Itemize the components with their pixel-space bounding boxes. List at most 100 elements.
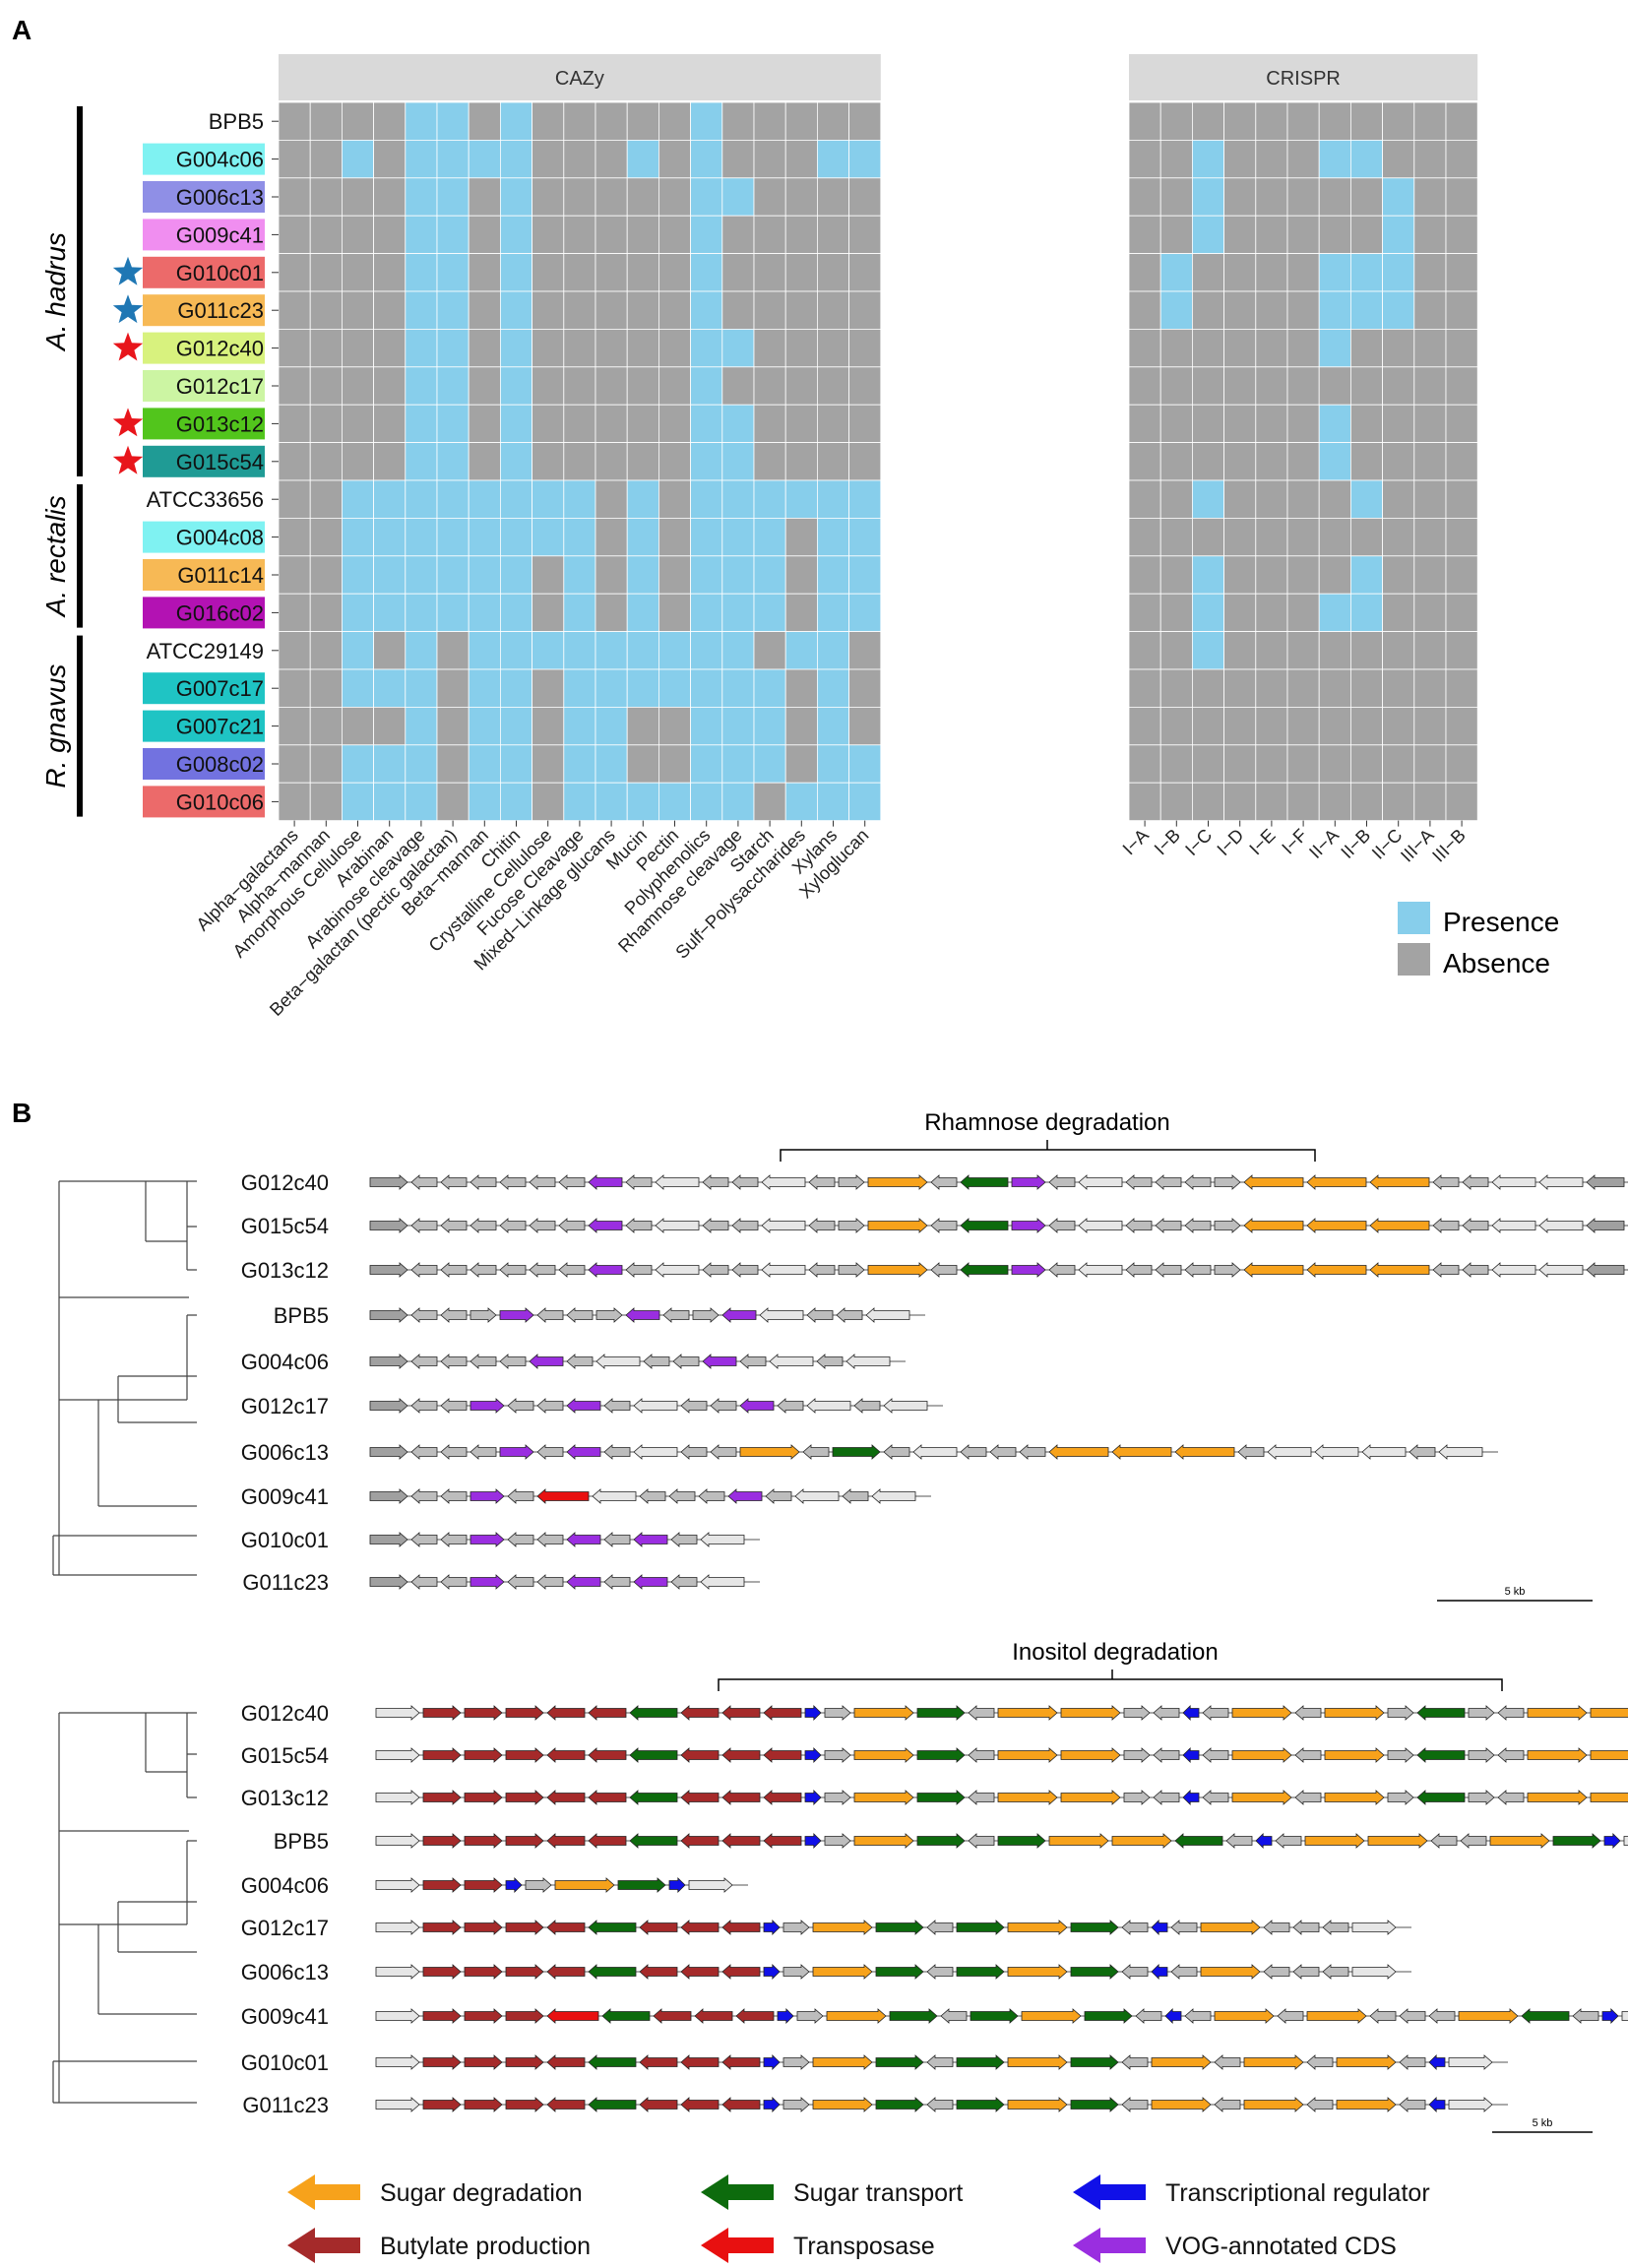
cazy-cell [563, 328, 596, 368]
gene-arrow [783, 2097, 810, 2112]
gene-arrow [422, 1920, 462, 1935]
strain-label: G015c54 [241, 1743, 329, 1768]
gene-arrow [1070, 1964, 1119, 1980]
gene-arrow [1324, 1790, 1385, 1805]
cazy-cell [595, 442, 628, 481]
strain-label: G004c06 [241, 1873, 329, 1898]
crispr-cell [1318, 593, 1351, 633]
strain-label: G012c40 [241, 1701, 329, 1726]
cazy-cell [341, 290, 374, 330]
gene-arrow [629, 1833, 678, 1849]
cazy-cell [468, 328, 501, 368]
crispr-cell [1128, 101, 1161, 141]
cazy-cell [405, 744, 438, 784]
gene-arrow [1586, 1174, 1625, 1190]
gene-arrow [727, 1488, 763, 1504]
cazy-cell [690, 139, 723, 179]
gene-arrow [1292, 1920, 1320, 1935]
gene-arrow [566, 1398, 601, 1414]
strain-label: G009c41 [241, 1484, 329, 1509]
row-label: G004c08 [176, 526, 264, 550]
gene-arrow [1060, 1747, 1121, 1763]
cazy-cell [468, 555, 501, 595]
crispr-cell [1192, 479, 1225, 519]
cazy-cell [532, 101, 565, 141]
crispr-cell [1255, 328, 1288, 368]
crispr-cell [1192, 328, 1225, 368]
cazy-cell [499, 707, 532, 746]
gene-arrow [824, 1747, 851, 1763]
gene-arrow [554, 1877, 615, 1893]
crispr-cell [1413, 442, 1447, 481]
gene-arrow [680, 1833, 720, 1849]
crispr-cell [1413, 631, 1447, 670]
gene-arrow [1174, 1444, 1235, 1460]
gene-arrow [1336, 2097, 1397, 2112]
cazy-cell [690, 215, 723, 254]
cazy-cell [563, 668, 596, 708]
gene-arrow [464, 1747, 503, 1763]
crispr-cell [1318, 290, 1351, 330]
cazy-cell [499, 253, 532, 292]
crispr-cell [1192, 555, 1225, 595]
cazy-cell [405, 139, 438, 179]
gene-arrow [1153, 1747, 1180, 1763]
crispr-cell [1223, 442, 1257, 481]
cazy-cell [405, 366, 438, 406]
cazy-cell [499, 442, 532, 481]
gene-arrow [1243, 2054, 1304, 2070]
gene-arrow [1121, 1964, 1149, 1980]
cazy-cell [309, 782, 343, 822]
gene-arrow [1552, 1833, 1601, 1849]
cazy-cell [341, 707, 374, 746]
gene-arrow [440, 1218, 468, 1233]
cazy-cell [753, 177, 786, 217]
gene-arrow [710, 1398, 737, 1414]
cazy-cell [278, 442, 311, 481]
gene-arrow [625, 1174, 653, 1190]
gene-arrow [410, 1488, 438, 1504]
gene-arrow [1084, 2008, 1133, 2024]
crispr-cell [1350, 707, 1384, 746]
gene-arrow [369, 1574, 408, 1590]
gene-arrow [1231, 1790, 1292, 1805]
crispr-cell [1350, 744, 1384, 784]
row-label-box [143, 143, 265, 175]
crispr-cell [1350, 518, 1384, 557]
gene-arrow [410, 1262, 438, 1278]
gene-arrow [1428, 2008, 1456, 2024]
cazy-cell [341, 177, 374, 217]
cazy-cell [309, 215, 343, 254]
crispr-cell [1255, 442, 1288, 481]
crispr-cell [1382, 744, 1415, 784]
gene-arrow [1369, 1174, 1430, 1190]
crispr-cell [1223, 744, 1257, 784]
cazy-cell [753, 707, 786, 746]
gene-arrow [507, 1532, 534, 1547]
crispr-cell [1286, 253, 1320, 292]
crispr-cell [1223, 328, 1257, 368]
gene-arrow [916, 1705, 966, 1721]
cazy-cell [436, 139, 470, 179]
cazy-cell [563, 631, 596, 670]
gene-arrow [588, 1174, 623, 1190]
cazy-cell [436, 744, 470, 784]
gene-arrow [1399, 2008, 1426, 2024]
gene-arrow [464, 1877, 503, 1893]
gene-arrow [926, 2054, 954, 2070]
gene-arrow [1007, 2097, 1068, 2112]
gene-arrow [804, 1747, 822, 1763]
crispr-cell [1318, 707, 1351, 746]
row-label: G008c02 [176, 752, 264, 777]
cazy-cell [817, 668, 850, 708]
gene-arrow [1231, 1705, 1292, 1721]
cazy-cell [690, 631, 723, 670]
gene-arrow [1214, 1218, 1241, 1233]
crispr-cell [1382, 290, 1415, 330]
gene-arrow [625, 1218, 653, 1233]
gene-arrow [1277, 2008, 1304, 2024]
cazy-cell [753, 328, 786, 368]
inositol-tree [52, 1712, 197, 2104]
cazy-cell [626, 215, 659, 254]
cazy-cell [817, 479, 850, 519]
